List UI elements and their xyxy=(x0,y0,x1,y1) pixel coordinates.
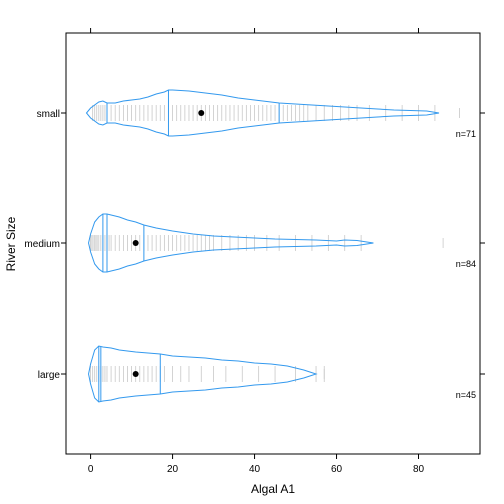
density-outline xyxy=(88,213,374,273)
y-tick-label: medium xyxy=(24,239,60,250)
y-tick-label: large xyxy=(38,370,61,381)
x-axis-title: Algal A1 xyxy=(251,482,295,496)
x-tick-label: 80 xyxy=(413,464,425,475)
panel-area xyxy=(65,32,481,455)
density-outline xyxy=(85,89,440,137)
bean-large: large n=45 xyxy=(38,345,485,403)
n-label: n=84 xyxy=(456,259,476,269)
bean-small: small n=71 xyxy=(37,89,485,139)
beans: small n=71 medium n=84 large n=45 xyxy=(24,89,485,403)
x-tick-label: 20 xyxy=(167,464,179,475)
mean-point xyxy=(132,371,139,377)
x-tick-label: 40 xyxy=(249,464,261,475)
density-outline xyxy=(88,345,318,403)
x-axis: 0 20 40 60 80 xyxy=(88,28,425,475)
x-tick-label: 0 xyxy=(88,464,94,475)
mean-point xyxy=(198,110,205,116)
n-label: n=71 xyxy=(456,129,476,139)
y-tick-label: small xyxy=(37,109,60,120)
mean-point xyxy=(132,240,139,246)
y-axis-title: River Size xyxy=(4,216,18,271)
panel-border xyxy=(65,32,481,455)
n-label: n=45 xyxy=(456,390,476,400)
bean-medium: medium n=84 xyxy=(24,213,485,273)
x-tick-label: 60 xyxy=(331,464,343,475)
